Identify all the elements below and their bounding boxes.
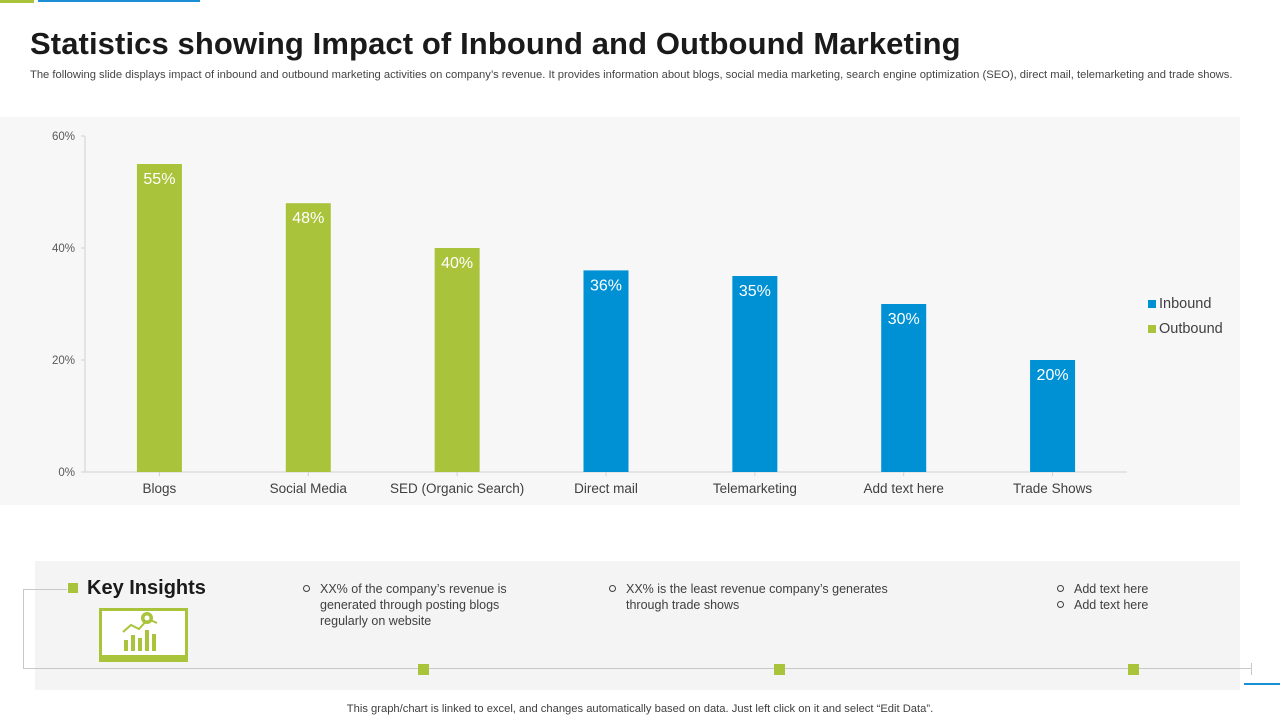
x-tick-label: Telemarketing xyxy=(713,481,797,496)
key-insights-bullet xyxy=(68,583,78,593)
top-accent-blue xyxy=(38,0,200,2)
legend-swatch xyxy=(1148,324,1156,333)
timeline-marker-3 xyxy=(1128,664,1139,675)
insight-item: XX% is the least revenue company’s gener… xyxy=(608,581,928,613)
bar-value-label: 30% xyxy=(888,311,920,328)
legend-swatch xyxy=(1148,299,1156,308)
y-tick-label: 60% xyxy=(52,131,75,143)
key-insights-title: Key Insights xyxy=(87,577,206,599)
bar xyxy=(434,248,480,472)
bar xyxy=(732,276,778,472)
legend-item: Inbound xyxy=(1148,291,1223,316)
bar xyxy=(285,203,331,472)
insight-list-3: Add text here Add text here xyxy=(1056,581,1236,613)
y-tick-label: 40% xyxy=(52,243,75,255)
bar-value-label: 20% xyxy=(1037,367,1069,384)
chart-legend: Inbound Outbound xyxy=(1148,291,1223,341)
x-tick-label: Add text here xyxy=(864,481,944,496)
bar xyxy=(583,270,629,472)
bar-value-label: 40% xyxy=(441,255,473,272)
insight-item: XX% of the company’s revenue is generate… xyxy=(302,581,534,629)
legend-label: Outbound xyxy=(1159,320,1223,337)
bar-value-label: 55% xyxy=(143,171,175,188)
insight-item: Add text here xyxy=(1056,597,1236,613)
chart-presentation-icon xyxy=(99,608,188,662)
timeline-marker-1 xyxy=(418,664,429,675)
insight-list-1: XX% of the company’s revenue is generate… xyxy=(302,581,534,629)
bar-chart[interactable]: 0% 20% 40% 60% 55% Blogs 48% Social Media 40% SED… xyxy=(0,117,1240,505)
y-tick-label: 20% xyxy=(52,355,75,367)
insight-list-2: XX% is the least revenue company’s gener… xyxy=(608,581,928,613)
bar xyxy=(136,164,182,472)
x-tick-label: Trade Shows xyxy=(1013,481,1092,496)
insights-frame xyxy=(23,589,67,668)
insights-timeline-end xyxy=(1251,663,1252,675)
top-accent-green xyxy=(0,0,34,3)
y-tick-label: 0% xyxy=(58,467,75,479)
bar-value-label: 36% xyxy=(590,277,622,294)
x-tick-label: Social Media xyxy=(270,481,348,496)
insight-item: Add text here xyxy=(1056,581,1236,597)
corner-accent xyxy=(1244,683,1280,685)
bar xyxy=(1030,360,1076,472)
x-tick-label: Direct mail xyxy=(574,481,638,496)
slide-subtitle: The following slide displays impact of i… xyxy=(30,69,1233,81)
bar xyxy=(881,304,927,472)
timeline-marker-2 xyxy=(774,664,785,675)
x-tick-label: SED (Organic Search) xyxy=(390,481,524,496)
insights-timeline xyxy=(23,668,1252,669)
bar-value-label: 48% xyxy=(292,210,324,227)
legend-item: Outbound xyxy=(1148,316,1223,341)
footer-note: This graph/chart is linked to excel, and… xyxy=(346,703,934,715)
slide-title: Statistics showing Impact of Inbound and… xyxy=(30,26,961,61)
bar-value-label: 35% xyxy=(739,283,771,300)
x-tick-label: Blogs xyxy=(143,481,177,496)
legend-label: Inbound xyxy=(1159,295,1212,312)
